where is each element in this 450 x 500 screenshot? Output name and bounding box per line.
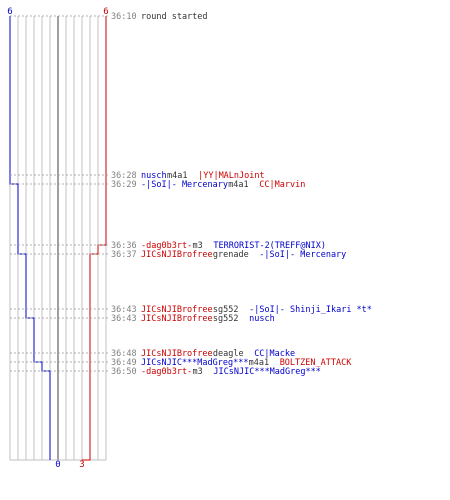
bottom-zero-label: 0 xyxy=(55,460,60,470)
event-player-red: JICsNJIBrofree xyxy=(141,250,213,260)
event-time: 36:36 xyxy=(111,241,137,251)
event-player-blue: nusch xyxy=(249,314,275,324)
event-player-blue: nusch xyxy=(141,171,167,181)
top-right-count: 6 xyxy=(103,7,108,17)
event-player-blue: JICsNJIC***MadGreg*** xyxy=(213,367,320,377)
event-player-red: -dag0b3rt- xyxy=(141,367,192,377)
event-time: 36:29 xyxy=(111,180,137,190)
bottom-three-label: 3 xyxy=(79,460,84,470)
event-player-red: BOLTZEN_ATTACK xyxy=(280,358,353,368)
event-player-blue: TERRORIST-2(TREFF@NIX) xyxy=(213,241,326,251)
event-player-blue: -|SoI|- Mercenary xyxy=(259,250,346,260)
event-connectors xyxy=(10,15,110,372)
event-player-red: -dag0b3rt- xyxy=(141,241,192,251)
event-weapon: m3 xyxy=(193,241,203,251)
event-weapon: sg552 xyxy=(213,305,239,315)
event-time: 36:43 xyxy=(111,314,137,324)
top-left-count: 6 xyxy=(7,7,12,17)
event-weapon: deagle xyxy=(213,349,244,359)
event-time: 36:50 xyxy=(111,367,137,377)
event-player-red: JICsNJIBrofree xyxy=(141,314,213,324)
event-player-blue: CC|Macke xyxy=(254,349,295,359)
event-weapon: round started xyxy=(141,12,208,22)
event-log: 36:10 round started 36:28 nusch m4a1 |YY|MA… xyxy=(111,12,372,377)
event-player-blue: -|SoI|- Mercenary xyxy=(141,180,228,190)
event-time: 36:10 xyxy=(111,12,137,22)
event-player-red: CC|Marvin xyxy=(259,180,305,190)
event-player-red: JICsNJIBrofree xyxy=(141,305,213,315)
event-player-blue: JICsNJIC***MadGreg*** xyxy=(141,358,248,368)
score-grid xyxy=(9,16,107,461)
event-time: 36:37 xyxy=(111,250,137,260)
blue-score-line xyxy=(9,16,51,460)
event-player-red: |YY|MALnJoint xyxy=(198,171,265,181)
event-weapon: m4a1 xyxy=(249,358,269,368)
event-time: 36:43 xyxy=(111,305,137,315)
event-weapon: sg552 xyxy=(213,314,239,324)
event-weapon: m4a1 xyxy=(167,171,187,181)
event-weapon: m4a1 xyxy=(228,180,248,190)
event-time: 36:48 xyxy=(111,349,137,359)
red-score-line xyxy=(82,16,107,461)
event-weapon: grenade xyxy=(213,250,249,260)
event-player-blue: -|SoI|- Shinji_Ikari *t* xyxy=(249,305,372,315)
event-player-red: JICsNJIBrofree xyxy=(141,349,213,359)
event-time: 36:28 xyxy=(111,171,137,181)
event-weapon: m3 xyxy=(193,367,203,377)
event-time: 36:49 xyxy=(111,358,137,368)
